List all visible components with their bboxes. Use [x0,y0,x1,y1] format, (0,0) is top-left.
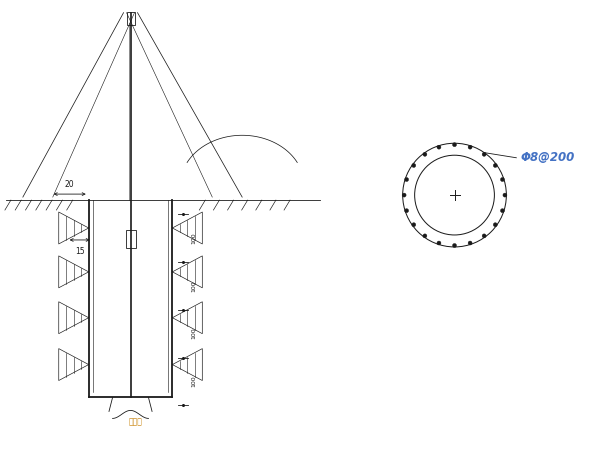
Circle shape [482,234,486,238]
Circle shape [493,163,497,167]
Circle shape [468,241,472,245]
Circle shape [412,223,416,227]
Bar [127,12,134,25]
Text: 100: 100 [191,280,196,292]
Circle shape [402,193,406,197]
Circle shape [404,209,409,213]
Circle shape [493,223,497,227]
Text: 20: 20 [65,180,74,189]
Circle shape [503,193,507,197]
Circle shape [404,177,409,181]
Circle shape [412,163,416,167]
Circle shape [452,143,457,147]
Bar [125,230,136,248]
Circle shape [437,241,441,245]
Circle shape [423,152,427,156]
Text: 100: 100 [191,232,196,244]
Circle shape [423,234,427,238]
Circle shape [500,209,505,213]
Text: 15: 15 [75,247,85,256]
Text: 集水坑: 集水坑 [128,418,142,427]
Text: Φ8@200: Φ8@200 [520,151,575,164]
Circle shape [482,152,486,156]
Circle shape [437,145,441,149]
Text: 100: 100 [191,328,196,339]
Circle shape [500,177,505,181]
Circle shape [452,243,457,248]
Circle shape [468,145,472,149]
Text: 100: 100 [191,376,196,387]
